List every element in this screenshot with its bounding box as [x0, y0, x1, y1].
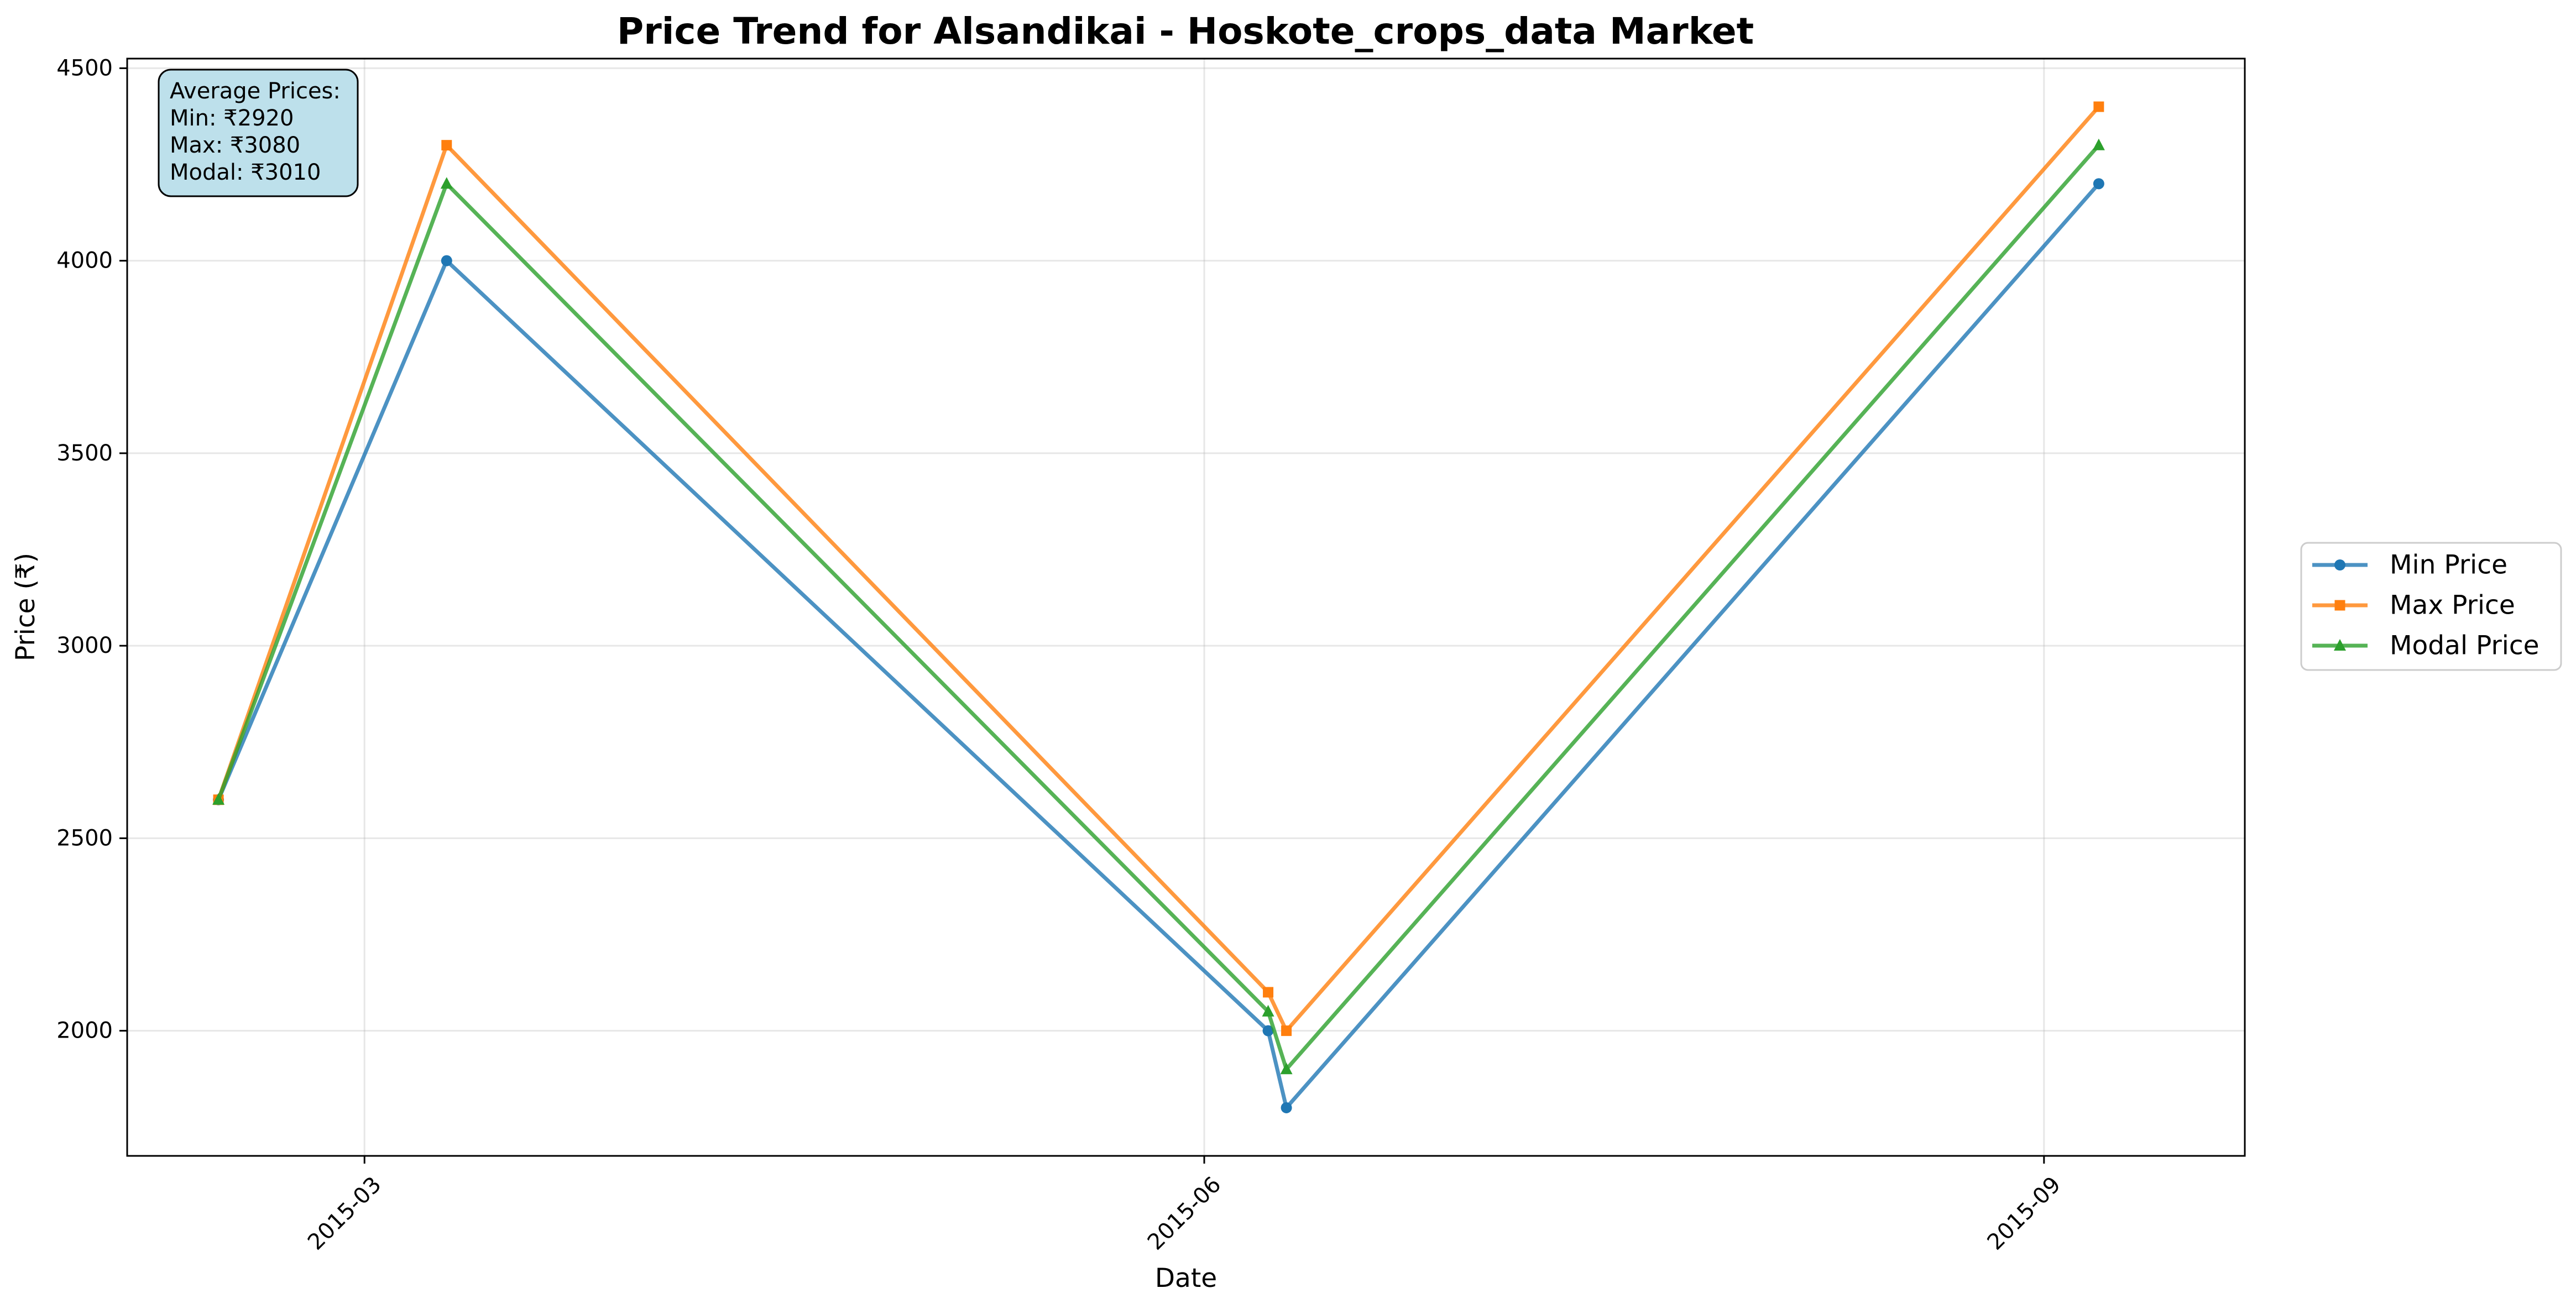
y-tick-label: 2500 — [56, 825, 113, 851]
data-point-max-price — [441, 140, 452, 151]
legend-marker-modal-price — [2334, 639, 2346, 651]
legend-marker-min-price — [2334, 559, 2345, 570]
legend-marker-max-price — [2334, 600, 2345, 611]
series-modal-price — [212, 138, 2105, 1075]
data-point-min-price — [1281, 1102, 1292, 1113]
data-point-modal-price — [1262, 1004, 1274, 1017]
series-max-price — [213, 101, 2104, 1036]
data-point-modal-price — [440, 177, 453, 189]
series-layer — [212, 101, 2105, 1113]
y-tick-label: 4000 — [56, 248, 113, 274]
legend: Min Price Max Price Modal Price — [2300, 542, 2562, 671]
data-point-min-price — [441, 255, 452, 266]
data-point-modal-price — [2092, 138, 2105, 150]
data-point-modal-price — [1280, 1062, 1293, 1075]
legend-label-max-price: Max Price — [2390, 590, 2515, 621]
grid-lines — [127, 59, 2245, 1156]
y-tick-label: 3500 — [56, 441, 113, 466]
data-point-max-price — [1263, 987, 1274, 998]
y-axis-label: Price (₹) — [11, 553, 41, 661]
average-prices-box-background — [158, 69, 359, 197]
x-axis-label: Date — [1155, 1263, 1217, 1294]
average-modal-price: Modal: ₹3010 — [170, 160, 321, 185]
average-prices-box: Average Prices: Min: ₹2920 Max: ₹3080 Mo… — [158, 69, 359, 197]
plot-area-frame — [126, 57, 2246, 1157]
y-tick-label: 4500 — [56, 55, 113, 81]
legend-label-modal-price: Modal Price — [2390, 631, 2540, 661]
legend-label-min-price: Min Price — [2390, 550, 2507, 580]
legend-frame — [2300, 542, 2562, 671]
average-min-price: Min: ₹2920 — [170, 106, 294, 131]
data-point-min-price — [2093, 178, 2104, 190]
data-point-modal-price — [212, 793, 225, 805]
y-tick-label: 2000 — [56, 1018, 113, 1044]
y-tick-label: 3000 — [56, 633, 113, 658]
data-point-max-price — [1281, 1025, 1292, 1036]
data-point-max-price — [2093, 101, 2104, 112]
chart-title: Price Trend for Alsandikai - Hoskote_cro… — [617, 10, 1754, 53]
legend-items: Min Price Max Price Modal Price — [2312, 550, 2540, 661]
average-prices-heading: Average Prices: — [170, 78, 341, 104]
data-point-min-price — [1262, 1025, 1274, 1036]
average-max-price: Max: ₹3080 — [170, 133, 300, 158]
